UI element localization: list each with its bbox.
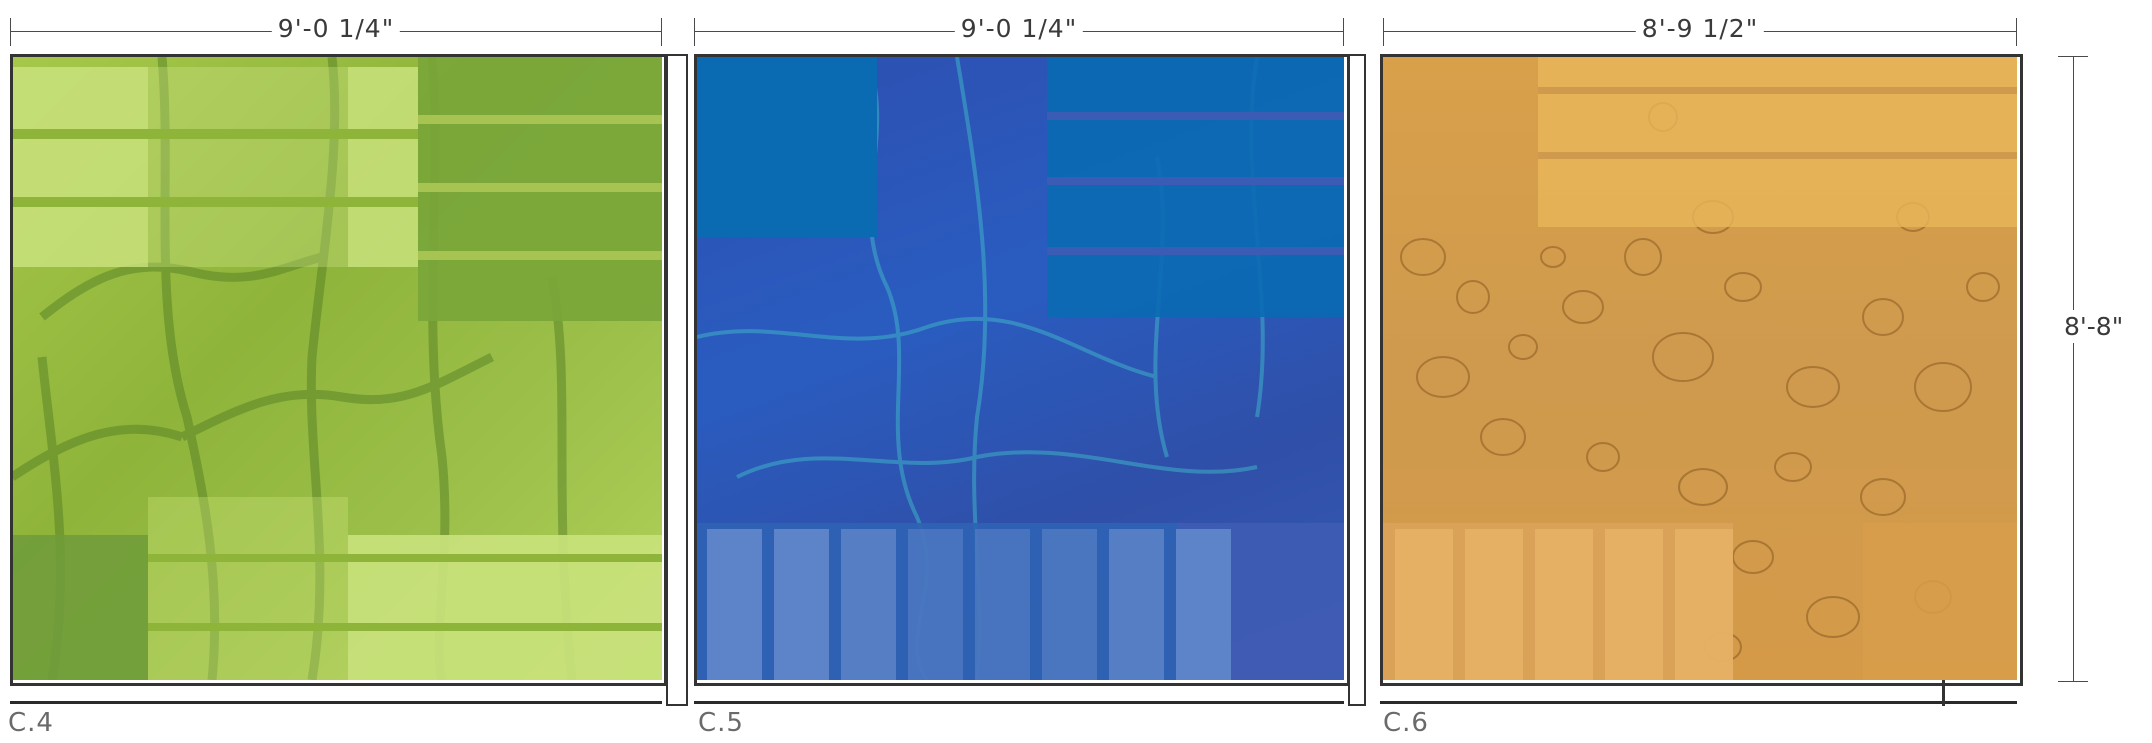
frame-c5 bbox=[694, 54, 1350, 686]
dimension-c5: 9'-0 1/4" bbox=[694, 14, 1344, 46]
panel-c5 bbox=[697, 57, 1344, 680]
base-rail-c6 bbox=[1380, 701, 2017, 704]
c6-leg bbox=[1942, 680, 1945, 706]
dimension-height: 8'-8" bbox=[2058, 56, 2126, 682]
panel-c6 bbox=[1383, 57, 2017, 680]
dimension-c6: 8'-9 1/2" bbox=[1383, 14, 2017, 46]
frame-c6 bbox=[1380, 54, 2023, 686]
panel-c4 bbox=[12, 57, 662, 680]
divider-post-2 bbox=[1348, 54, 1366, 706]
divider-post-1 bbox=[666, 54, 688, 706]
base-rail-c4 bbox=[10, 701, 662, 704]
dimension-c6-label: 8'-9 1/2" bbox=[1635, 14, 1765, 44]
dimension-c4-label: 9'-0 1/4" bbox=[271, 14, 401, 44]
caption-c5: C.5 bbox=[698, 708, 744, 738]
caption-c4: C.4 bbox=[8, 708, 54, 738]
frame-c4 bbox=[10, 54, 667, 686]
dimension-height-label: 8'-8" bbox=[2062, 310, 2126, 343]
base-rail-c5 bbox=[694, 701, 1344, 704]
dimension-c4: 9'-0 1/4" bbox=[10, 14, 662, 46]
dimension-c5-label: 9'-0 1/4" bbox=[954, 14, 1084, 44]
caption-c6: C.6 bbox=[1383, 708, 1429, 738]
